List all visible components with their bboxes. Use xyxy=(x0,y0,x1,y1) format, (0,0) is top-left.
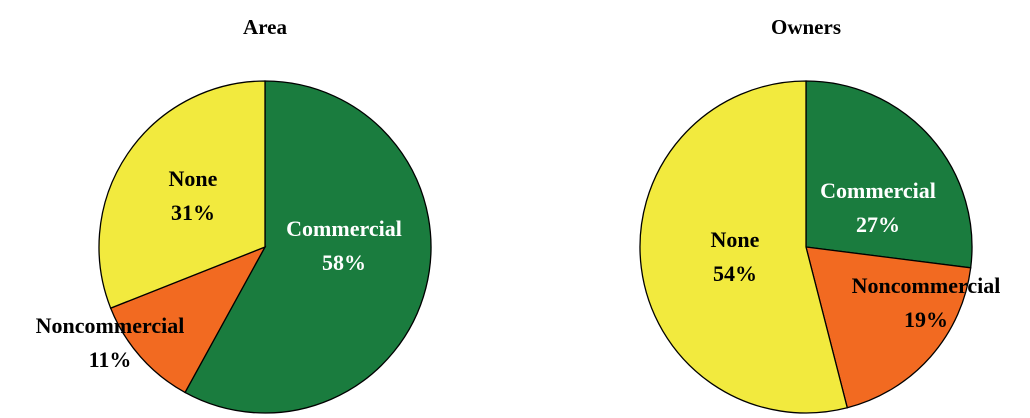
chart-title-area: Area xyxy=(243,15,287,39)
pie-slice-none xyxy=(98,80,266,309)
slice-category-label: None xyxy=(711,227,760,252)
area-pie-chart: Area Commercial 58% Noncommercial 11% None 31… xyxy=(36,15,432,414)
slice-label-noncommercial: Noncommercial 19% xyxy=(852,273,1001,332)
slice-label-none: None 31% xyxy=(169,166,218,225)
slice-label-commercial: Commercial 58% xyxy=(286,216,402,275)
slice-label-commercial: Commercial 27% xyxy=(820,178,936,237)
slice-category-label: Commercial xyxy=(820,178,936,203)
pie-slice-noncommercial xyxy=(109,245,267,394)
slice-label-none: None 54% xyxy=(711,227,760,286)
slice-percent-label: 11% xyxy=(89,347,132,372)
slice-percent-label: 31% xyxy=(171,200,215,225)
slice-percent-label: 54% xyxy=(713,261,757,286)
slice-category-label: Commercial xyxy=(286,216,402,241)
slice-percent-label: 58% xyxy=(322,250,366,275)
pie-slice-noncommercial xyxy=(805,246,972,409)
pie-slice-commercial xyxy=(805,80,973,269)
slice-percent-label: 27% xyxy=(856,212,900,237)
slice-label-noncommercial: Noncommercial 11% xyxy=(36,313,185,372)
owners-pie-chart: Owners Commercial 27% Noncommercial 19% None… xyxy=(639,15,1001,414)
slice-category-label: None xyxy=(169,166,218,191)
slice-category-label: Noncommercial xyxy=(36,313,185,338)
pie-slice-none xyxy=(639,80,849,414)
slice-category-label: Noncommercial xyxy=(852,273,1001,298)
slice-percent-label: 19% xyxy=(904,307,948,332)
pie-slice-commercial xyxy=(184,80,432,414)
chart-title-owners: Owners xyxy=(771,15,841,39)
